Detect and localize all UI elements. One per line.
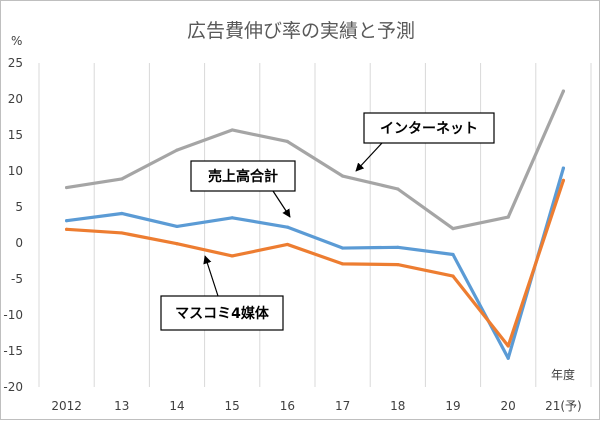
y-tick-label: 15 — [8, 128, 23, 142]
data-point — [120, 177, 124, 181]
y-tick-label: 5 — [15, 200, 23, 214]
data-point — [230, 216, 234, 220]
data-point — [285, 242, 289, 247]
data-point — [65, 227, 69, 231]
data-point — [451, 252, 455, 257]
data-point — [561, 178, 566, 182]
x-tick-label: 2012 — [51, 399, 82, 413]
x-tick-labels: 2012 13 14 15 16 17 18 19 20 21(予) — [51, 399, 581, 413]
data-point — [175, 148, 179, 152]
chart-title: 広告費伸び率の実績と予測 — [187, 20, 415, 42]
x-tick-label: 13 — [114, 399, 129, 413]
legend-label: 売上高合計 — [208, 168, 278, 185]
data-point — [65, 219, 69, 223]
data-point — [396, 187, 400, 191]
data-point — [341, 262, 345, 266]
data-point — [561, 166, 566, 170]
data-point — [341, 246, 345, 250]
x-tick-label: 14 — [169, 399, 184, 413]
x-tick-label: 20 — [501, 399, 516, 413]
data-point — [285, 225, 289, 229]
data-point — [120, 211, 124, 216]
data-point — [451, 274, 455, 278]
data-point — [175, 224, 179, 229]
x-tick-label: 17 — [335, 399, 350, 413]
y-tick-label: -5 — [11, 272, 23, 286]
series-callout: インターネット — [355, 112, 495, 172]
data-point — [451, 227, 455, 231]
y-tick-label: -15 — [3, 344, 23, 358]
y-tick-label: 25 — [8, 56, 23, 70]
y-axis-unit-label: % — [11, 34, 22, 48]
y-tick-label: 20 — [8, 92, 23, 106]
x-tick-label: 16 — [280, 399, 295, 413]
data-point — [341, 174, 345, 178]
y-tick-label: -10 — [3, 308, 23, 322]
data-point — [120, 231, 124, 235]
data-point — [396, 263, 400, 267]
callout-box — [190, 160, 296, 192]
y-tick-label: 10 — [8, 164, 23, 178]
legend-label: インターネット — [380, 121, 478, 137]
data-point — [65, 185, 69, 190]
series-callout: マスコミ4媒体 — [160, 255, 284, 331]
y-tick-label: 0 — [15, 236, 23, 250]
x-tick-label: 21(予) — [545, 399, 582, 413]
callout-box — [363, 112, 495, 144]
series-lines — [64, 89, 566, 360]
series-line — [64, 178, 566, 348]
data-point — [230, 254, 234, 258]
callout-box — [160, 295, 284, 331]
legend-label: マスコミ4媒体 — [175, 305, 270, 322]
series-callout: 売上高合計 — [190, 160, 296, 218]
data-point — [285, 139, 289, 144]
data-point — [230, 128, 234, 132]
data-point — [506, 215, 510, 219]
data-point — [506, 356, 510, 360]
callout-arrow — [355, 142, 383, 172]
grid-lines — [38, 63, 592, 387]
callout-arrow — [203, 255, 219, 297]
data-point — [561, 89, 566, 93]
x-tick-label: 18 — [390, 399, 405, 413]
y-tick-labels: 25 20 15 10 5 0 -5 -10 -15 -20 — [3, 56, 23, 394]
x-axis-label: 年度 — [551, 367, 575, 382]
callout-arrow — [272, 190, 291, 218]
data-point — [175, 242, 179, 246]
x-tick-label: 15 — [225, 399, 240, 413]
x-tick-label: 19 — [445, 399, 460, 413]
data-point — [396, 245, 400, 249]
series-line — [64, 89, 566, 231]
y-tick-label: -20 — [3, 380, 23, 394]
data-point — [506, 344, 510, 348]
series-line — [64, 166, 566, 360]
